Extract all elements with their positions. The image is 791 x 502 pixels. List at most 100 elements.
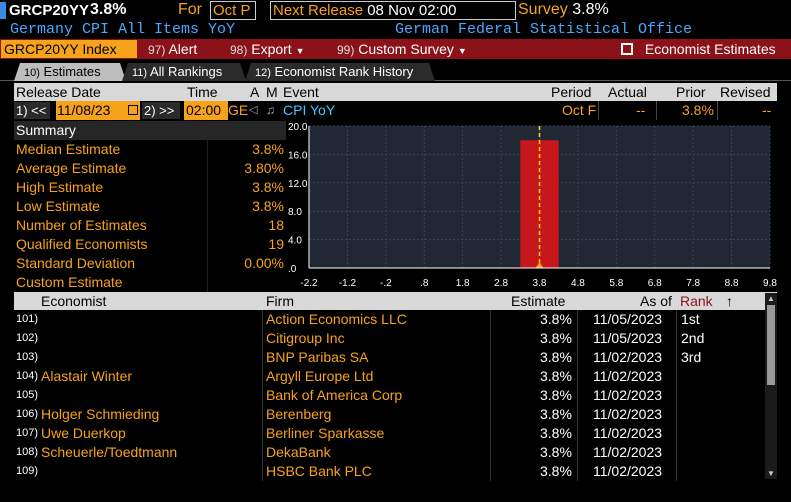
economist-row[interactable]: 102) Citigroup Inc 3.8% 11/05/2023 2nd (14, 329, 764, 348)
alert-button[interactable]: 97) Alert (148, 40, 197, 59)
tab-estimates[interactable]: 10) Estimates (14, 63, 126, 81)
summary-divider (207, 140, 208, 292)
release-date-input[interactable]: 11/08/23 (56, 101, 140, 120)
x-tick-label: -.2 (380, 278, 392, 289)
ticker-symbol: GRCP20YY (9, 2, 90, 19)
estimate-value: 3.8% (540, 330, 572, 346)
economist-row[interactable]: 106) Holger Schmieding Berenberg 3.8% 11/02/… (14, 405, 764, 424)
row-number: 109) (16, 465, 39, 477)
col-as-of[interactable]: As of (640, 293, 672, 309)
col-estimate[interactable]: Estimate (511, 293, 566, 309)
firm-name: Bank of America Corp (266, 387, 403, 403)
alert-num: 97) (148, 43, 166, 57)
calendar-icon[interactable] (128, 105, 138, 115)
tab-num: 11) (132, 67, 148, 79)
sort-arrow-icon[interactable]: ↑ (726, 293, 733, 309)
economist-row[interactable]: 105) Bank of America Corp 3.8% 11/02/2023 (14, 386, 764, 405)
export-menu[interactable]: 98) Export ▼ (230, 40, 305, 60)
economist-name: Alastair Winter (41, 368, 133, 384)
col-economist[interactable]: Economist (41, 293, 107, 309)
x-tick-label: 4.8 (571, 278, 585, 289)
summary-label: Qualified Economists (16, 236, 148, 252)
summary-panel: Summary Median Estimate 3.8% Average Estim… (14, 121, 286, 292)
tab-economist-rank-history[interactable]: 12) Economist Rank History (245, 63, 435, 81)
row-number: 108) (16, 446, 39, 458)
as-of-date: 11/02/2023 (593, 444, 663, 460)
x-tick-label: 3.8 (533, 278, 547, 289)
economist-row[interactable]: 104) Alastair Winter Argyll Europe Ltd 3.8%… (14, 367, 764, 386)
next-release-button[interactable]: 2) >> (142, 102, 180, 119)
x-tick-label: 8.8 (725, 278, 739, 289)
firm-name: Citigroup Inc (266, 330, 345, 346)
column-divider (262, 310, 263, 481)
summary-value: 18 (268, 217, 284, 233)
scroll-up-icon[interactable]: ▲ (767, 294, 775, 303)
scroll-down-icon[interactable]: ▼ (767, 469, 775, 478)
firm-name: BNP Paribas SA (266, 349, 369, 365)
external-link-icon (621, 43, 633, 55)
summary-value: 0.00% (244, 255, 284, 271)
x-tick-label: 2.8 (494, 278, 508, 289)
summary-row: Qualified Economists 19 (14, 235, 286, 254)
economist-row[interactable]: 107) Uwe Duerkop Berliner Sparkasse 3.8% 11/… (14, 424, 764, 443)
country-code: GE (228, 102, 249, 118)
summary-value: 3.8% (252, 179, 284, 195)
prev-release-button[interactable]: 1) << (14, 102, 50, 119)
column-divider (577, 310, 578, 481)
estimate-distribution-chart: 20.0 16.0 12.0 8.0 4.0 .0-2.2 -1.2 -.2 .8 1.8 2.8 3… (288, 122, 777, 289)
estimate-value: 3.8% (540, 463, 572, 479)
col-m: M (266, 84, 278, 100)
median-marker-icon (535, 262, 544, 268)
economist-row[interactable]: 101) Action Economics LLC 3.8% 11/05/2023 1s… (14, 310, 764, 329)
tab-num: 10) (24, 67, 40, 79)
row-number: 105) (16, 389, 39, 401)
col-a: A (250, 84, 260, 100)
tab-all-rankings[interactable]: 11) All Rankings (122, 63, 246, 81)
scrollbar-thumb[interactable] (767, 305, 775, 385)
as-of-date: 11/02/2023 (593, 463, 663, 479)
tab-strip: 10) Estimates 11) All Rankings 12) Econo… (0, 62, 791, 81)
y-tick-label: .0 (288, 264, 297, 275)
column-divider (656, 101, 657, 120)
summary-value: 3.8% (252, 141, 284, 157)
tab-label: All Rankings (150, 64, 223, 79)
period-input[interactable]: Oct P (210, 1, 256, 20)
rank-value: 1st (681, 311, 700, 327)
col-event: Event (283, 84, 319, 100)
summary-row: Median Estimate 3.8% (14, 140, 286, 159)
economist-estimates-button[interactable]: Economist Estimates (621, 40, 776, 58)
survey-value: 3.8% (572, 1, 609, 18)
data-source: German Federal Statistical Office (395, 21, 693, 38)
alert-label: Alert (168, 41, 198, 57)
col-rank[interactable]: Rank (680, 293, 713, 309)
row-number: 107) (16, 427, 39, 439)
x-tick-label: -2.2 (300, 278, 318, 289)
ticker-index-button[interactable]: GRCP20YY Index (1, 40, 137, 58)
as-of-date: 11/02/2023 (593, 368, 663, 384)
as-of-date: 11/02/2023 (593, 387, 663, 403)
as-of-date: 11/05/2023 (593, 330, 663, 346)
security-subheader: Germany CPI All Items YoY German Federal… (0, 21, 791, 39)
bell-icon[interactable]: ♫ (266, 103, 275, 117)
event-name[interactable]: CPI YoY (283, 102, 336, 118)
summary-value: 3.80% (244, 160, 284, 176)
col-revised: Revised (720, 84, 771, 100)
firm-name: DekaBank (266, 444, 331, 460)
col-firm[interactable]: Firm (266, 293, 294, 309)
release-actual: -- (636, 102, 646, 118)
release-table-header: Release Date Time A M Event Period Actua… (14, 83, 777, 101)
for-label: For (178, 1, 202, 18)
summary-label: High Estimate (16, 179, 104, 195)
custom-survey-menu[interactable]: 99) Custom Survey ▼ (337, 40, 467, 60)
economist-estimates-label: Economist Estimates (644, 41, 776, 57)
economist-row[interactable]: 103) BNP Paribas SA 3.8% 11/02/2023 3rd (14, 348, 764, 367)
economist-row[interactable]: 108) Scheuerle/Toedtmann DekaBank 3.8% 11/02… (14, 443, 764, 462)
speaker-icon[interactable]: ◁ (249, 104, 258, 116)
x-tick-label: 5.8 (609, 278, 623, 289)
column-divider (490, 310, 491, 481)
x-tick-label: 9.8 (763, 278, 777, 289)
economist-scrollbar[interactable]: ▲ ▼ (765, 293, 777, 479)
economist-row[interactable]: 109) HSBC Bank PLC 3.8% 11/02/2023 (14, 462, 764, 481)
as-of-date: 11/02/2023 (593, 406, 663, 422)
summary-label: Standard Deviation (16, 255, 136, 271)
